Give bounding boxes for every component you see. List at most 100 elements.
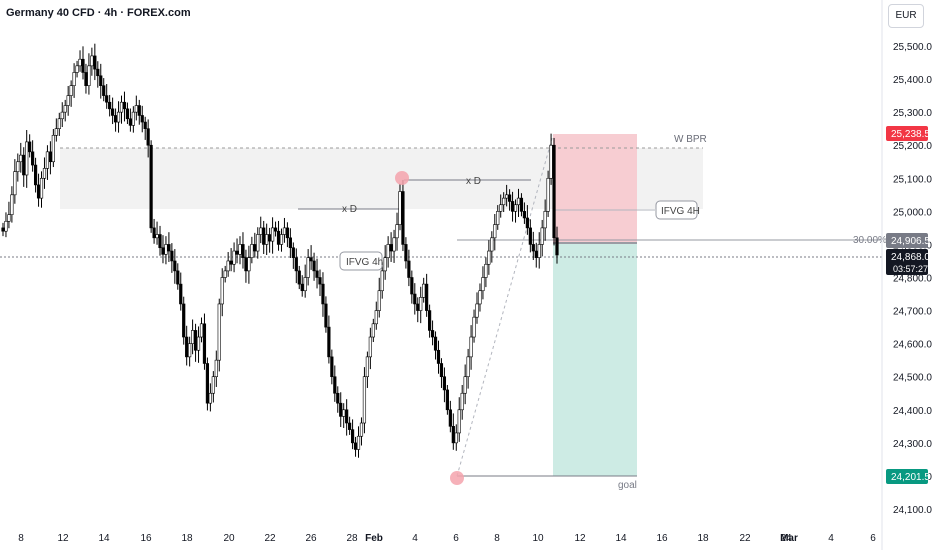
candle-body (472, 316, 476, 338)
candle-body (413, 293, 417, 305)
candle-body (247, 257, 251, 272)
candle-body (270, 227, 275, 242)
candle-body (502, 197, 506, 206)
candle-body (513, 204, 518, 212)
candle-body (383, 257, 387, 272)
price-tick-label: 25,400.0 (893, 75, 932, 86)
candle-body (265, 234, 269, 245)
candle-body (48, 151, 53, 163)
time-tick-label: 14 (98, 533, 110, 544)
candle-body (380, 270, 384, 292)
candle-body (241, 244, 245, 258)
time-tick-label: 4 (828, 533, 834, 544)
candle-body (404, 244, 408, 262)
candle-body (66, 95, 70, 106)
candle-body (297, 270, 301, 285)
candle-body (531, 244, 535, 252)
candle-body (116, 111, 121, 123)
candle-body (75, 65, 79, 73)
candle-body (42, 168, 47, 179)
time-tick-label: 10 (532, 533, 544, 544)
currency-button[interactable]: EUR (888, 4, 924, 28)
time-axis[interactable]: 8 12 14 16 18 20 22 26 28 Feb 4 6 8 10 12 14 16 18 22 24Mar… (18, 533, 876, 544)
candle-body (469, 336, 473, 358)
candle-body (478, 290, 482, 305)
time-tick-label: 12 (57, 533, 69, 544)
ifvg4h-right-label: IFVG 4H (661, 206, 700, 217)
candle-body (549, 144, 553, 179)
candle-body (371, 323, 375, 338)
candle-body (407, 260, 411, 278)
candle-body (232, 250, 236, 265)
candle-body (226, 260, 230, 272)
candle-body (96, 68, 100, 77)
candle-body (28, 141, 32, 153)
candle-body (45, 151, 50, 169)
time-tick-label: 20 (223, 533, 235, 544)
candle-body (137, 105, 141, 116)
time-tick-label: 16 (140, 533, 152, 544)
candle-body (309, 257, 313, 262)
candle-body (288, 237, 292, 249)
candle-body (220, 277, 224, 305)
price-tick-label: 24,800.0 (893, 274, 932, 285)
xd-label-1: x D (466, 176, 481, 187)
price-tick-label: 24,300.0 (893, 439, 932, 450)
candle-body (223, 270, 227, 278)
candle-body (362, 376, 367, 424)
time-tick-label: 8 (18, 533, 24, 544)
time-tick-label: 24 (780, 533, 792, 544)
candle-body (493, 224, 497, 239)
candle-body (342, 409, 346, 417)
candle-body (356, 435, 361, 450)
candle-body (167, 244, 171, 252)
candle-body (487, 250, 491, 265)
candle-body (481, 277, 485, 292)
entry-price-tag (886, 233, 928, 248)
candle-body (199, 323, 204, 338)
price-axis[interactable]: 25,500.0 25,400.0 25,300.0 25,200.0 25,100.0… (893, 42, 932, 516)
candle-body (78, 58, 82, 67)
candle-body (10, 194, 14, 215)
candle-body (119, 101, 124, 113)
price-tick-label: 24,700.0 (893, 307, 932, 318)
candle-body (401, 191, 405, 245)
candles (1, 43, 559, 458)
candle-body (229, 260, 233, 265)
candle-body (217, 303, 221, 361)
price-tick-label: 25,000.0 (893, 207, 932, 218)
candle-body (410, 277, 414, 295)
candle-body (102, 85, 106, 96)
risk-zone (553, 134, 637, 242)
candle-body (131, 111, 135, 126)
candle-body (205, 363, 210, 404)
time-tick-label: 12 (574, 533, 586, 544)
candle-body (359, 422, 364, 437)
candle-body (416, 303, 420, 311)
candle-body (134, 105, 138, 113)
target-price-text: 24,201.5 (891, 472, 930, 483)
ifvg4h-right-box (655, 200, 698, 220)
candle-body (350, 429, 355, 444)
swing-low-marker (450, 471, 464, 485)
candle-body (368, 336, 372, 358)
candle-body (454, 432, 458, 444)
candle-body (306, 257, 310, 278)
candle-body (164, 244, 168, 255)
candle-body (179, 283, 183, 305)
candle-body (191, 330, 195, 344)
candle-body (57, 118, 61, 129)
price-tick-label: 24,600.0 (893, 340, 932, 351)
time-tick-label: 6 (453, 533, 459, 544)
candle-body (276, 230, 281, 245)
candle-body (345, 409, 349, 424)
candle-body (196, 336, 201, 351)
candle-body (439, 363, 444, 378)
candle-body (499, 204, 503, 212)
candle-body (525, 217, 529, 229)
candle-body (475, 303, 479, 318)
candle-body (93, 55, 97, 70)
candle-body (146, 128, 150, 146)
candle-body (140, 115, 144, 123)
